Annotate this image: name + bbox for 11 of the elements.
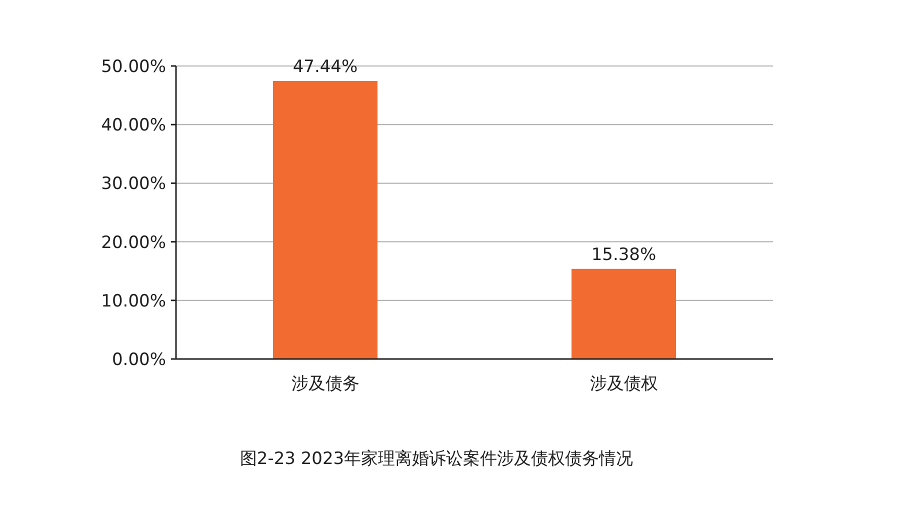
x-tick-label: 涉及债权 — [590, 374, 658, 394]
x-tick-label: 涉及债务 — [291, 374, 360, 394]
y-tick-label: 10.00% — [101, 291, 166, 312]
data-label: 15.38% — [591, 244, 656, 265]
data-label: 47.44% — [292, 57, 358, 77]
y-tick-label: 20.00% — [101, 232, 166, 253]
y-tick-label: 50.00% — [101, 57, 166, 77]
y-tick-label: 30.00% — [101, 174, 166, 194]
text: 图2-23 2023年家理离婚诉讼案件涉及债权债务情况 — [240, 449, 634, 469]
y-tick-label: 0.00% — [112, 350, 166, 370]
y-tick-label: 40.00% — [101, 116, 166, 136]
